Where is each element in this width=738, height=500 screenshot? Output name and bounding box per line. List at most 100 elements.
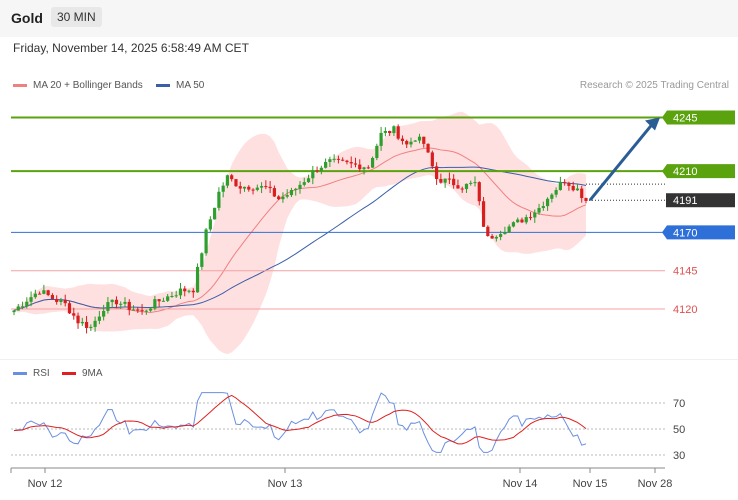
candle-body: [234, 179, 238, 187]
candle-body: [563, 182, 567, 184]
legend-rsi-ma-label: 9MA: [82, 368, 103, 379]
forecast-arrowhead: [645, 117, 660, 131]
candle-body: [464, 183, 469, 190]
candle-body: [80, 321, 84, 324]
x-tick-label: Nov 28: [638, 478, 673, 490]
level-label-4145: 4145: [673, 266, 697, 278]
candle-body: [89, 326, 93, 328]
candle-body: [84, 321, 89, 328]
candle-body: [255, 187, 259, 190]
candle-body: [187, 290, 191, 292]
candle-body: [102, 310, 106, 317]
timeframe-button[interactable]: 30 MIN: [51, 7, 102, 27]
level-label-4120: 4120: [673, 304, 697, 316]
candle-body: [417, 136, 422, 141]
candle-body: [524, 217, 528, 223]
candle-body: [349, 162, 353, 164]
candle-body: [370, 157, 375, 168]
candle-body: [396, 126, 400, 139]
candle-body: [311, 170, 315, 179]
candle-body: [345, 160, 349, 163]
candle-body: [298, 184, 302, 189]
candle-body: [490, 235, 494, 239]
candle-body: [452, 178, 456, 186]
rsi-line: [13, 392, 587, 453]
candle-body: [50, 295, 55, 299]
instrument-title: Gold: [11, 10, 43, 26]
candle-body: [332, 158, 336, 160]
candle-body: [131, 309, 136, 311]
candle-body: [392, 126, 396, 134]
candle-body: [460, 188, 464, 190]
candle-body: [264, 186, 268, 188]
candle-body: [42, 290, 46, 294]
candle-body: [38, 293, 42, 295]
candle-body: [516, 219, 520, 223]
legend-ma50: MA 50: [156, 80, 204, 91]
candle-body: [434, 166, 439, 180]
candle-body: [259, 186, 264, 188]
rsi-tick-50: 50: [673, 424, 685, 436]
candle-body: [174, 295, 178, 297]
candle-body: [208, 219, 212, 230]
candle-body: [571, 185, 575, 191]
candle-body: [161, 300, 166, 302]
candle-body: [362, 167, 366, 170]
candle-body: [153, 299, 157, 309]
candle-body: [55, 298, 59, 302]
candle-body: [422, 136, 426, 144]
candle-body: [528, 217, 533, 219]
candle-body: [353, 163, 358, 165]
x-tick-label: Nov 12: [28, 478, 63, 490]
candle-body: [379, 132, 383, 146]
candles-group: [12, 124, 588, 334]
rsi-swatch: [13, 372, 27, 375]
candle-body: [204, 229, 208, 254]
level-tag-4245: [662, 110, 735, 125]
candle-body: [183, 288, 187, 292]
candle-body: [328, 159, 332, 162]
candle-body: [388, 131, 392, 134]
candle-body: [554, 190, 558, 195]
rsi-tick-30: 30: [673, 450, 685, 462]
level-tag-4170: [662, 225, 735, 240]
candle-body: [16, 306, 20, 311]
candle-body: [511, 222, 516, 227]
ma20-swatch: [13, 84, 27, 87]
candle-body: [413, 140, 417, 142]
candle-body: [166, 296, 170, 301]
candle-body: [477, 182, 481, 202]
candle-body: [580, 188, 584, 199]
rsi-ma-line: [13, 394, 587, 445]
candle-body: [67, 303, 72, 314]
candle-body: [144, 310, 148, 312]
candle-body: [319, 167, 323, 171]
candle-body: [302, 182, 306, 185]
candle-body: [119, 303, 123, 305]
candle-body: [170, 296, 174, 298]
level-tag-current: [666, 193, 735, 208]
candle-body: [289, 189, 294, 196]
candle-body: [217, 191, 221, 208]
candle-body: [97, 316, 101, 321]
legend-ma50-label: MA 50: [176, 80, 205, 91]
candle-body: [503, 232, 507, 235]
candle-body: [469, 182, 473, 184]
candle-body: [106, 302, 110, 311]
candle-body: [409, 141, 413, 145]
candle-body: [550, 194, 554, 199]
candle-body: [520, 219, 524, 223]
legend-ma20: MA 20 + Bollinger Bands: [13, 80, 143, 91]
candle-body: [200, 253, 204, 267]
candle-body: [123, 301, 127, 304]
level-label-4210: 4210: [673, 166, 697, 178]
candle-body: [251, 189, 255, 191]
candle-body: [545, 198, 550, 207]
candle-body: [494, 236, 498, 239]
candle-body: [225, 175, 230, 186]
candle-body: [136, 309, 140, 311]
candle-body: [443, 178, 447, 183]
candle-body: [148, 308, 153, 311]
candle-body: [46, 290, 50, 296]
